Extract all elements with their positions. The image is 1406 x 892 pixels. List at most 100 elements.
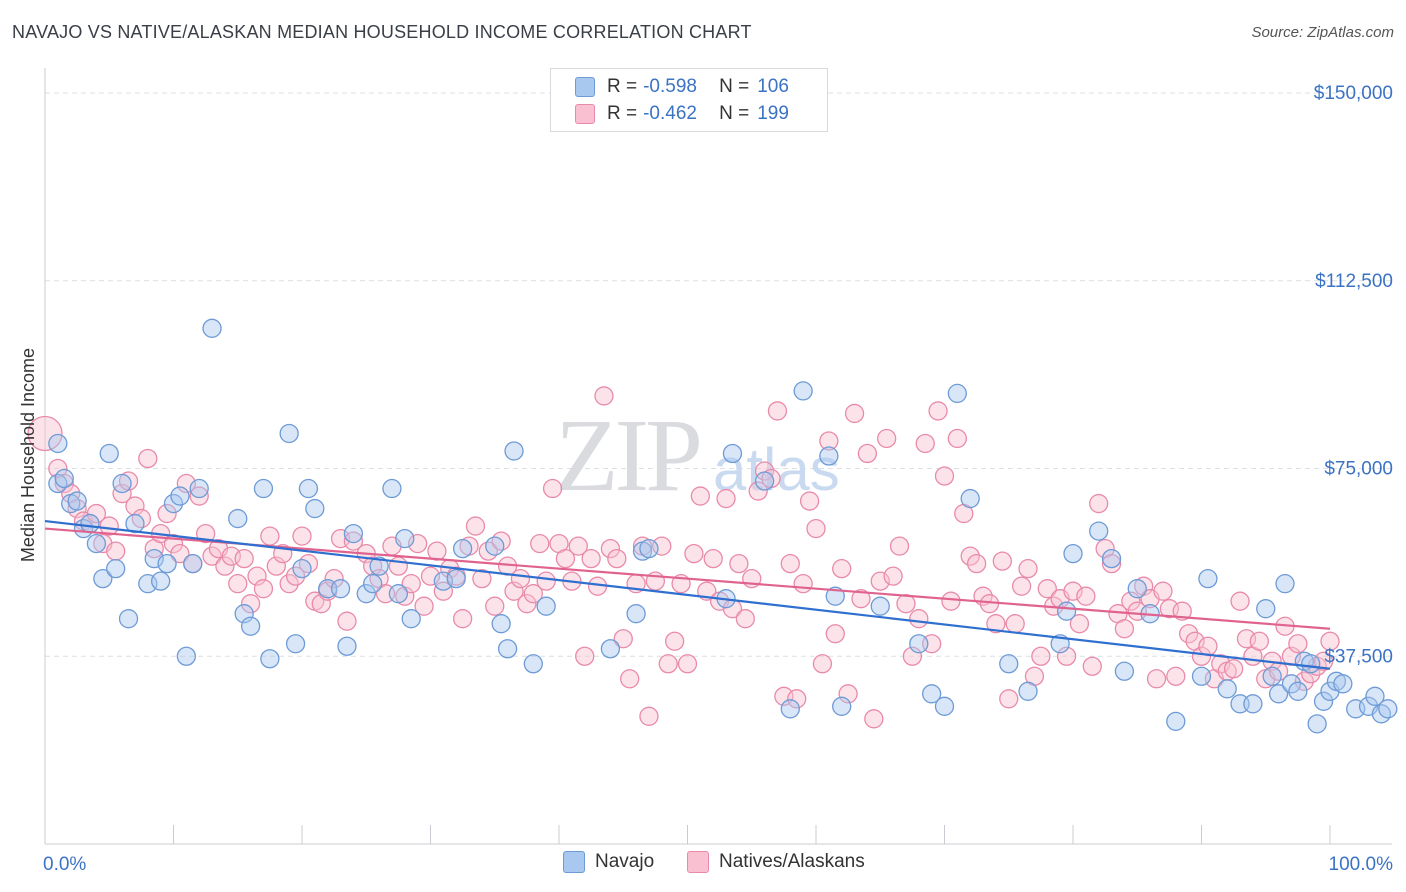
navajo-point	[401, 609, 421, 629]
legend-item-natives[interactable]: Natives/Alaskans	[687, 851, 865, 873]
natives-point	[215, 556, 235, 576]
natives-point	[452, 609, 473, 629]
natives-point	[279, 574, 299, 594]
natives-point	[607, 548, 627, 569]
navajo-point	[48, 473, 68, 494]
natives-point	[478, 541, 498, 561]
natives-point	[99, 516, 119, 536]
natives-point	[1018, 558, 1038, 579]
natives-point	[999, 689, 1019, 709]
navajo-point	[626, 604, 646, 624]
navajo-point	[1127, 579, 1147, 599]
natives-point	[883, 566, 903, 586]
navajo-point	[1191, 666, 1212, 686]
natives-point	[966, 553, 987, 574]
navajo-point	[292, 558, 312, 579]
natives-point	[787, 689, 807, 709]
navajo-point	[1217, 679, 1237, 699]
navajo-point	[1288, 681, 1308, 701]
navajo-point	[793, 381, 813, 401]
natives-point	[234, 548, 254, 569]
natives-point	[658, 654, 678, 674]
navajo-point	[125, 513, 145, 534]
navajo-point	[382, 478, 402, 499]
stats-row-natives: R = -0.462 N = 199	[575, 102, 789, 126]
y-tick-label: $75,000	[1324, 459, 1393, 480]
tick-labels: $37,500 $75,000 $112,500 $150,000 0.0% 100.0%	[43, 83, 1393, 875]
natives-point	[1288, 634, 1308, 654]
r-value: -0.598	[643, 76, 697, 97]
natives-point	[1320, 631, 1340, 651]
natives-point	[324, 569, 344, 589]
navajo-point	[86, 533, 107, 554]
natives-point	[793, 574, 813, 594]
navajo-point	[337, 636, 357, 656]
navajo-point	[934, 696, 955, 716]
navajo-point	[1198, 569, 1218, 589]
natives-point	[170, 543, 190, 564]
navajo-point	[825, 586, 845, 606]
natives-point	[427, 541, 447, 561]
stats-legend: R = -0.598 N = 106 R = -0.462 N = 199	[550, 68, 828, 132]
source-label: Source: ZipAtlas.com	[1251, 24, 1394, 41]
natives-point	[934, 466, 955, 486]
natives-point	[517, 594, 537, 614]
navajo-point	[1275, 574, 1295, 594]
natives-point	[703, 548, 723, 569]
natives-point	[1230, 591, 1250, 611]
natives-point	[1005, 614, 1025, 634]
navajo-point	[922, 684, 942, 704]
natives-point	[1011, 576, 1032, 596]
x-tick-label: 100.0%	[1329, 854, 1394, 875]
navajo-point	[228, 508, 248, 529]
natives-point	[292, 526, 312, 546]
natives-point	[414, 596, 434, 616]
natives-point	[247, 566, 267, 586]
series-natives-points	[27, 386, 1340, 729]
navajo-point	[491, 614, 511, 634]
navajo-point	[1018, 681, 1038, 701]
n-label: N =	[719, 76, 750, 97]
legend-item-navajo[interactable]: Navajo	[563, 851, 654, 873]
natives-point	[1114, 619, 1135, 639]
natives-point	[67, 498, 87, 519]
trend-lines	[44, 519, 1331, 670]
natives-point	[388, 556, 409, 576]
natives-point	[1082, 656, 1102, 676]
natives-point	[915, 433, 935, 454]
natives-point	[780, 553, 800, 574]
trend-line-navajo	[44, 519, 1331, 670]
natives-point	[555, 548, 576, 569]
natives-point	[992, 551, 1012, 571]
r-label: R =	[607, 103, 638, 124]
y-tick-label: $150,000	[1314, 83, 1393, 104]
navajo-point	[112, 473, 132, 494]
natives-point	[665, 631, 685, 651]
natives-point	[465, 516, 486, 536]
natives-point	[401, 574, 421, 594]
natives-point	[909, 609, 929, 629]
natives-point	[986, 614, 1006, 634]
axes	[44, 68, 1392, 845]
natives-point	[106, 541, 126, 561]
natives-point	[1153, 581, 1173, 601]
svg-text:atlas: atlas	[713, 436, 840, 503]
natives-point	[896, 594, 916, 614]
watermark: ZIP atlas	[555, 398, 840, 513]
navajo-point	[1056, 601, 1077, 621]
natives-point	[530, 533, 550, 554]
navajo-point	[497, 639, 518, 659]
r-value: -0.462	[643, 103, 697, 124]
navajo-point	[960, 488, 980, 509]
natives-point	[266, 556, 286, 576]
navajo-point	[1262, 666, 1282, 686]
navajo-point	[1089, 521, 1109, 541]
navajo-point	[369, 556, 389, 576]
navajo-point	[947, 383, 967, 404]
natives-point	[202, 546, 222, 566]
navajo-point	[189, 478, 209, 499]
natives-point	[1121, 591, 1141, 611]
navajo-point	[446, 569, 466, 589]
legend-label-navajo: Navajo	[595, 851, 655, 872]
natives-point	[947, 428, 967, 449]
